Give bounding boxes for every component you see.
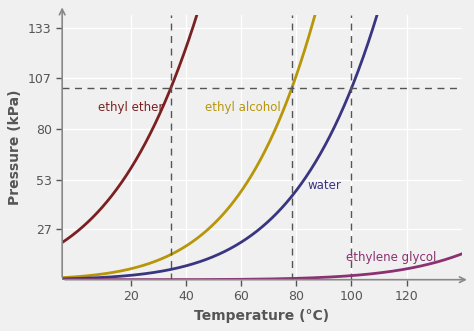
Text: ethylene glycol: ethylene glycol: [346, 251, 437, 263]
Text: ethyl alcohol: ethyl alcohol: [205, 101, 281, 114]
X-axis label: Temperature (°C): Temperature (°C): [194, 309, 329, 323]
Text: water: water: [307, 179, 341, 192]
Text: ethyl ether: ethyl ether: [98, 101, 164, 114]
Y-axis label: Pressure (kPa): Pressure (kPa): [9, 90, 22, 205]
